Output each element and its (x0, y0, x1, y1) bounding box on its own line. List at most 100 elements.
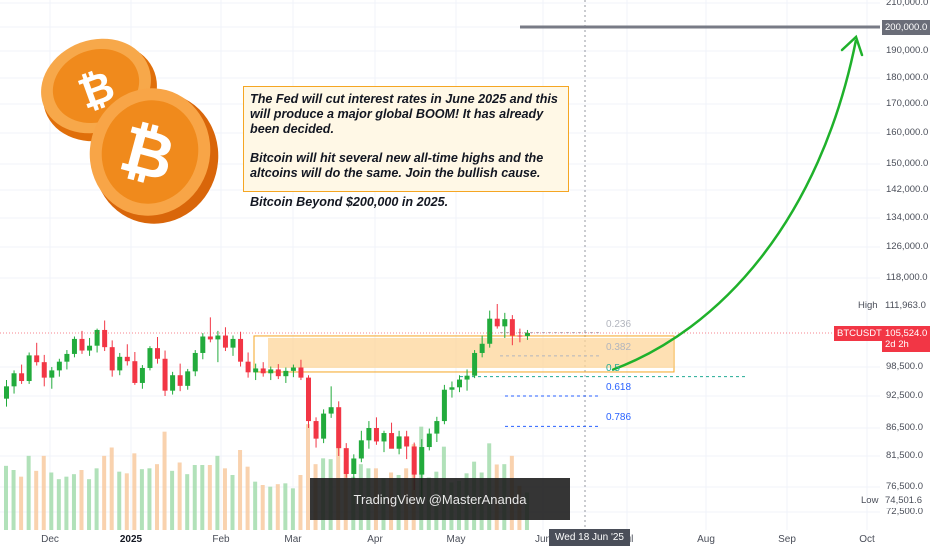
candle-body (306, 377, 311, 422)
candle-body (411, 446, 417, 475)
candle-body (71, 338, 77, 354)
volume-bar (290, 488, 295, 530)
candle-body (313, 421, 319, 439)
current-price-countdown: 2d 2h (885, 339, 909, 350)
candle-body (449, 387, 455, 390)
candle-body (487, 318, 493, 344)
candle-body (517, 335, 523, 337)
volume-bar (275, 484, 280, 530)
candle-body (396, 436, 402, 449)
candle-body (155, 348, 160, 359)
volume-bar (253, 481, 258, 530)
volume-bar (207, 465, 212, 530)
support-zone-fill (268, 337, 673, 368)
time-tick-label: Dec (41, 534, 59, 545)
candle-body (373, 428, 379, 442)
volume-bar (109, 447, 114, 530)
volume-bar (41, 455, 46, 530)
cursor-date-badge: Wed 18 Jun '25 (549, 529, 630, 546)
time-tick-label: Oct (859, 534, 875, 545)
price-tick-label: 160,000.0 (886, 127, 929, 138)
fib-label: 0.382 (606, 341, 632, 353)
candle-body (185, 371, 191, 386)
candle-body (298, 367, 304, 378)
candle-body (494, 318, 500, 327)
candle-body (162, 358, 168, 391)
volume-bar (155, 464, 159, 530)
candle-body (268, 369, 274, 374)
low-value-badge: 74,501.6 (882, 493, 925, 508)
candle-body (389, 433, 395, 449)
symbol-badge: BTCUSDT (834, 326, 885, 341)
candles (4, 304, 530, 500)
candle-body (419, 447, 425, 475)
volume-bar (64, 476, 69, 530)
time-tick-label: Mar (284, 534, 302, 545)
volume-bar (185, 474, 190, 530)
volume-bar (215, 455, 220, 530)
volume-bar (56, 479, 61, 530)
candle-body (215, 335, 221, 340)
time-tick-label: Feb (212, 534, 230, 545)
volume-bar (26, 455, 31, 530)
candle-body (524, 333, 530, 337)
price-tick-label: 190,000.0 (886, 45, 929, 56)
candle-body (336, 407, 342, 449)
fib-label: 0.618 (606, 382, 632, 393)
candle-body (207, 336, 213, 340)
price-tick-label: 134,000.0 (886, 212, 929, 223)
candle-body (472, 352, 478, 376)
candle-body (275, 369, 281, 377)
candle-body (222, 335, 228, 348)
volume-bar (230, 475, 235, 530)
bullish-arrow-head (840, 34, 864, 57)
candle-body (132, 361, 138, 383)
time-tick-label: Sep (778, 534, 796, 545)
price-tick-label: 180,000.0 (886, 72, 929, 83)
volume-bar (117, 471, 122, 530)
candle-body (139, 367, 145, 383)
overlay-lines (0, 25, 880, 372)
candle-body (502, 319, 508, 327)
volume-bar (87, 479, 92, 530)
fib-levels (460, 332, 748, 427)
current-price-value: 105,524.0 (885, 328, 928, 339)
price-tick-label: 76,500.0 (886, 481, 923, 492)
candle-body (245, 361, 251, 373)
candle-body (441, 389, 447, 422)
candle-body (238, 338, 244, 362)
candle-body (41, 362, 47, 378)
price-tick-label: 210,000.0 (886, 0, 929, 8)
candle-body (56, 361, 62, 371)
price-tick-label: 86,500.0 (886, 422, 923, 433)
volume-bar (94, 468, 99, 530)
candle-body (434, 421, 440, 434)
price-axis[interactable]: 210,000.0 200,000.0 190,000.0 180,000.0 170,… (880, 0, 932, 530)
volume-bar (34, 470, 39, 530)
candle-body (260, 368, 266, 374)
volume-bar (11, 470, 16, 530)
candle-body (479, 343, 485, 353)
fib-label: 0.786 (606, 412, 632, 424)
candle-body (283, 370, 289, 377)
fib-label: 0.5 (606, 362, 620, 374)
bullish-arrow (611, 39, 858, 372)
time-axis[interactable]: Dec2025FebMarAprMayJunJulAugSepOct (0, 530, 880, 550)
price-tick-label: 92,500.0 (886, 390, 923, 401)
bitcoin-coin-icon: ₿ ₿ (41, 38, 219, 224)
candle-body (358, 440, 364, 459)
volume-bar (79, 470, 84, 530)
time-tick-label: Jun (534, 534, 552, 545)
note-line-1: The Fed will cut interest rates in June … (250, 92, 558, 136)
candle-body (426, 433, 432, 448)
volume-bar (260, 485, 265, 530)
time-tick-label: Aug (697, 534, 715, 545)
note-line-2: Bitcoin will hit several new all-time hi… (250, 151, 544, 180)
candle-body (321, 413, 327, 439)
volume-bar (19, 476, 24, 530)
candle-body (328, 407, 334, 414)
price-tick-label: 72,500.0 (886, 506, 923, 517)
volume-bar (222, 468, 227, 530)
price-tick-label: 142,000.0 (886, 184, 929, 195)
candle-body (351, 458, 357, 474)
